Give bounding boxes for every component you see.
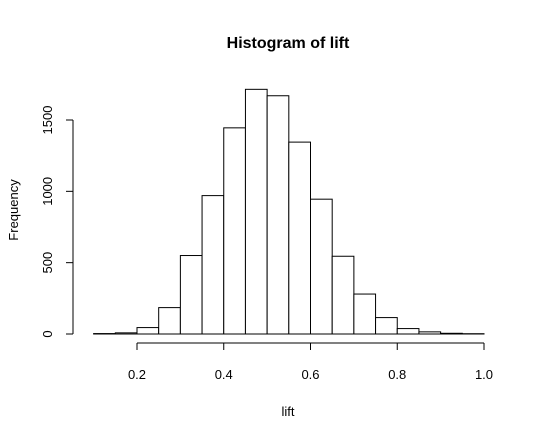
- histogram-bar-15: [418, 331, 442, 335]
- y-axis: 0 500 1000 1500: [40, 106, 74, 338]
- histogram-bar-10: [310, 198, 333, 335]
- x-tick-label-4: 1.0: [475, 367, 493, 382]
- x-axis-label: lift: [282, 404, 295, 419]
- y-tick-label-0: 0: [40, 330, 55, 337]
- histogram-bar-14: [396, 328, 420, 335]
- x-tick-label-0: 0.2: [128, 367, 146, 382]
- y-tick-label-2: 1000: [40, 177, 55, 206]
- histogram-bar-8: [266, 95, 290, 335]
- histogram-bar-7: [244, 88, 268, 335]
- histogram-bar-12: [353, 293, 377, 335]
- histogram-bar-13: [375, 317, 398, 335]
- histogram-bar-5: [201, 195, 225, 335]
- y-tick-label-1: 500: [40, 252, 55, 274]
- histogram-bar-16: [440, 332, 463, 335]
- histogram-bar-11: [331, 255, 355, 335]
- x-tick-label-3: 0.8: [388, 367, 406, 382]
- histogram-bar-6: [223, 127, 246, 335]
- histogram-bar-2: [136, 327, 160, 335]
- histogram-bar-1: [114, 332, 138, 335]
- histogram-bar-3: [158, 307, 181, 335]
- x-tick-label-1: 0.4: [215, 367, 233, 382]
- histogram-bar-4: [179, 255, 203, 335]
- y-axis-label: Frequency: [6, 179, 21, 241]
- x-tick-label-2: 0.6: [301, 367, 319, 382]
- histogram-bars: [93, 88, 485, 335]
- y-tick-label-3: 1500: [40, 106, 55, 135]
- x-axis: 0.2 0.4 0.6 0.8 1.0: [128, 342, 493, 382]
- chart-title: Histogram of lift: [227, 35, 350, 52]
- histogram-bar-9: [288, 141, 311, 335]
